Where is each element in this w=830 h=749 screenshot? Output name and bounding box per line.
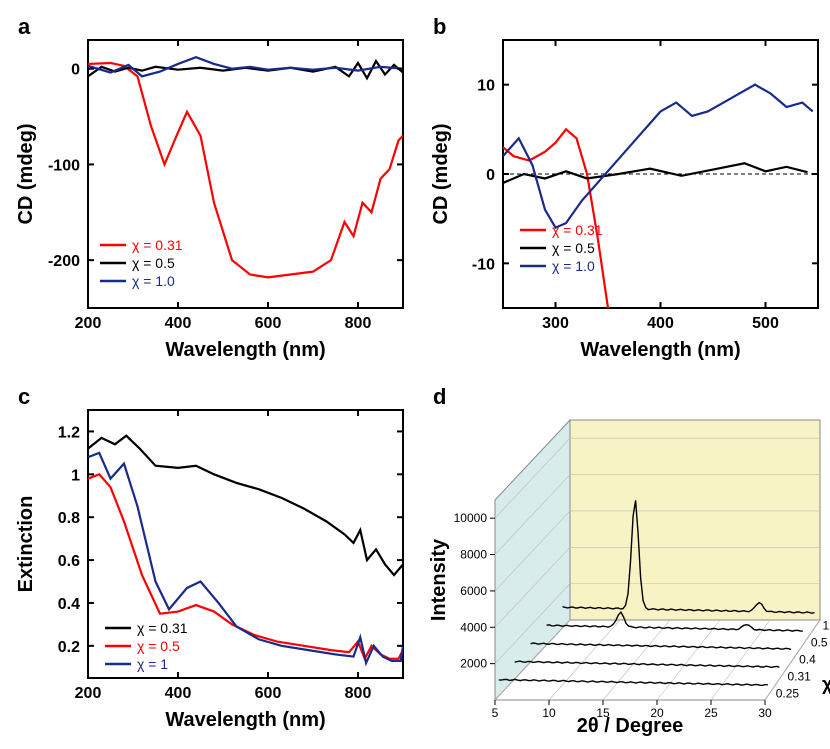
- svg-text:χ = 1: χ = 1: [137, 656, 168, 672]
- svg-text:6000: 6000: [460, 584, 487, 598]
- svg-text:0.6: 0.6: [58, 553, 80, 570]
- svg-text:2000: 2000: [460, 657, 487, 671]
- svg-text:χ = 1.0: χ = 1.0: [132, 273, 175, 289]
- svg-text:25: 25: [704, 706, 718, 720]
- chart-b: 300 400 500 -10 0 10 Wavelength (nm) CD (mdeg) χ…: [425, 10, 830, 370]
- svg-text:400: 400: [165, 315, 192, 332]
- svg-text:10: 10: [542, 706, 556, 720]
- svg-text:600: 600: [255, 685, 282, 702]
- svg-text:0.31: 0.31: [787, 669, 811, 683]
- svg-text:1: 1: [823, 618, 830, 632]
- svg-text:0.2: 0.2: [58, 639, 80, 656]
- svg-text:-200: -200: [48, 253, 80, 270]
- svg-text:10000: 10000: [454, 511, 488, 525]
- svg-text:χ = 0.31: χ = 0.31: [552, 222, 603, 238]
- panel-c-label: c: [18, 384, 30, 410]
- svg-text:0.4: 0.4: [799, 652, 816, 666]
- panel-b-label: b: [433, 14, 446, 40]
- svg-text:χ = 0.5: χ = 0.5: [137, 638, 180, 654]
- chart-d: 5101520253020004000600080001000010.50.40…: [425, 380, 830, 740]
- chart-c: 200 400 600 800 0.2 0.4 0.6 0.8 1 1.2 Wavelength (…: [10, 380, 415, 740]
- svg-text:χ: χ: [822, 674, 830, 694]
- svg-text:200: 200: [75, 315, 102, 332]
- svg-text:0: 0: [71, 62, 80, 79]
- svg-text:30: 30: [758, 706, 772, 720]
- svg-text:Wavelength (nm): Wavelength (nm): [165, 709, 325, 731]
- svg-text:CD (mdeg): CD (mdeg): [15, 123, 37, 224]
- svg-text:Extinction: Extinction: [15, 496, 37, 593]
- svg-text:χ = 1.0: χ = 1.0: [552, 258, 595, 274]
- svg-text:CD (mdeg): CD (mdeg): [430, 123, 452, 224]
- svg-text:-10: -10: [472, 256, 495, 273]
- svg-text:χ = 0.5: χ = 0.5: [132, 255, 175, 271]
- svg-text:Wavelength (nm): Wavelength (nm): [580, 339, 740, 361]
- panel-d: d 5101520253020004000600080001000010.50.…: [425, 380, 830, 740]
- svg-text:1: 1: [71, 467, 80, 484]
- svg-text:0.4: 0.4: [58, 596, 80, 613]
- svg-text:500: 500: [752, 315, 779, 332]
- svg-text:5: 5: [492, 706, 499, 720]
- svg-text:400: 400: [647, 315, 674, 332]
- svg-text:0.25: 0.25: [776, 686, 800, 700]
- svg-text:-100: -100: [48, 157, 80, 174]
- svg-text:0: 0: [486, 167, 495, 184]
- panel-a: a 200 400 600 800 -200 -100 0 Wavelength (nm) CD…: [10, 10, 415, 370]
- svg-text:Intensity: Intensity: [428, 538, 450, 621]
- svg-text:2θ / Degree: 2θ / Degree: [577, 715, 683, 737]
- svg-text:300: 300: [542, 315, 569, 332]
- svg-text:Wavelength (nm): Wavelength (nm): [165, 339, 325, 361]
- svg-text:0.8: 0.8: [58, 510, 80, 527]
- svg-text:χ = 0.5: χ = 0.5: [552, 240, 595, 256]
- panel-a-label: a: [18, 14, 30, 40]
- svg-text:χ = 0.31: χ = 0.31: [137, 620, 188, 636]
- svg-text:600: 600: [255, 315, 282, 332]
- chart-a: 200 400 600 800 -200 -100 0 Wavelength (nm) CD (…: [10, 10, 415, 370]
- svg-text:1.2: 1.2: [58, 424, 80, 441]
- svg-text:10: 10: [477, 78, 495, 95]
- panel-c: c 200 400 600 800 0.2 0.4 0.6 0.8 1 1.2 Wavelength…: [10, 380, 415, 740]
- svg-text:400: 400: [165, 685, 192, 702]
- panel-d-label: d: [433, 384, 446, 410]
- svg-text:800: 800: [345, 315, 372, 332]
- svg-text:χ = 0.31: χ = 0.31: [132, 237, 183, 253]
- svg-text:800: 800: [345, 685, 372, 702]
- svg-text:8000: 8000: [460, 548, 487, 562]
- panel-b: b 300 400 500 -10 0 10 Wavelength (nm) CD (mdeg…: [425, 10, 830, 370]
- svg-text:200: 200: [75, 685, 102, 702]
- figure-grid: a 200400600800-200-1000Wavelength (nm)CD…: [10, 10, 820, 739]
- svg-text:0.5: 0.5: [811, 635, 828, 649]
- svg-text:4000: 4000: [460, 620, 487, 634]
